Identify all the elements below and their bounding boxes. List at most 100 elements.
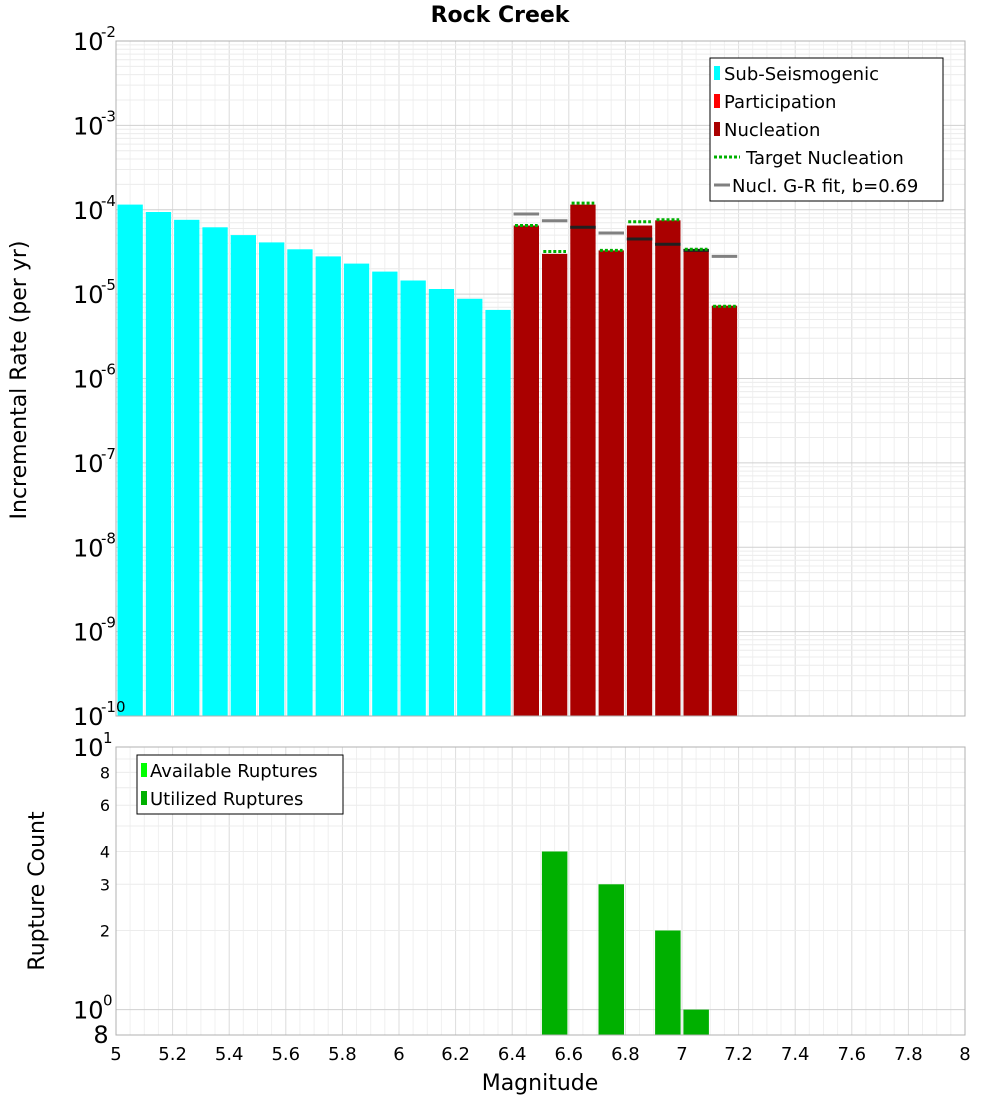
tick-base: 10 — [73, 997, 104, 1025]
tick-exponent: -9 — [101, 614, 116, 632]
tick-exponent: -4 — [101, 192, 116, 210]
legend-item-available-ruptures: Available Ruptures — [141, 761, 318, 782]
x-tick-label: 5.6 — [271, 1044, 300, 1065]
tick-exponent: 0 — [103, 992, 113, 1010]
x-tick-label: 5 — [110, 1044, 121, 1065]
top-y-tick-label: 10-4 — [73, 192, 116, 225]
nucleation-bar — [542, 253, 568, 716]
x-tick-label: 5.8 — [328, 1044, 357, 1065]
legend-item-gr-fit: Nucl. G-R fit, b=0.69 — [714, 176, 918, 197]
legend-item-utilized-ruptures: Utilized Ruptures — [141, 789, 303, 810]
legend-label-available-ruptures: Available Ruptures — [150, 761, 318, 782]
top-y-ticks: 10-210-310-410-510-610-710-810-910-10 — [73, 23, 126, 731]
sub-seismogenic-bar — [428, 289, 455, 716]
bottom-y-axis-title: Rupture Count — [25, 811, 50, 971]
tick-base: 10 — [73, 703, 104, 731]
tick-exponent: -3 — [101, 107, 116, 125]
bottom-legend: Available Ruptures Utilized Ruptures — [136, 754, 344, 815]
legend-swatch-participation — [714, 94, 720, 108]
x-tick-label: 8 — [959, 1044, 970, 1065]
tick-base: 10 — [73, 197, 104, 225]
x-tick-label: 7.8 — [894, 1044, 923, 1065]
tick-base: 10 — [73, 450, 104, 478]
x-tick-label: 6.8 — [611, 1044, 640, 1065]
sub-seismogenic-bar — [287, 249, 313, 717]
top-y-tick-label: 10-3 — [73, 107, 116, 140]
legend-label-participation: Participation — [724, 92, 836, 113]
tick-base: 10 — [73, 28, 104, 56]
x-tick-label: 5.4 — [215, 1044, 244, 1065]
tick-base: 10 — [73, 734, 104, 762]
bottom-y-tick-label: 10 1 — [73, 729, 113, 762]
bottom-bars — [541, 851, 709, 1035]
bottom-y-minor-tick-label: 8 — [100, 763, 110, 782]
legend-label-utilized-ruptures: Utilized Ruptures — [150, 789, 303, 810]
top-y-tick-label: 10-10 — [73, 698, 126, 731]
utilized-ruptures-bar — [541, 851, 568, 1035]
x-axis-title: Magnitude — [482, 1071, 599, 1096]
bottom-y-minor-tick-label: 4 — [100, 843, 110, 862]
legend-swatch-sub-seismogenic — [714, 66, 720, 80]
top-lines — [513, 201, 738, 308]
x-tick-label: 7.6 — [837, 1044, 866, 1065]
utilized-ruptures-bar — [683, 1009, 709, 1035]
legend-swatch-nucleation — [714, 122, 720, 136]
legend-item-nucleation: Nucleation — [714, 120, 820, 141]
x-tick-label: 7.4 — [781, 1044, 810, 1065]
tick-exponent: -8 — [101, 529, 116, 547]
sub-seismogenic-bar — [117, 204, 143, 716]
sub-seismogenic-bar — [485, 309, 511, 716]
tick-exponent: -6 — [101, 361, 116, 379]
tick-exponent: -5 — [101, 276, 116, 294]
sub-seismogenic-bar — [343, 263, 370, 716]
utilized-ruptures-bar — [655, 930, 681, 1035]
x-ticks: 5 5.2 5.4 5.6 5.8 6 6.2 6.4 6.6 6.8 7 7.2 7.4 7.6 7.8 8 — [110, 1044, 970, 1065]
legend-item-sub-seismogenic: Sub-Seismogenic — [714, 64, 879, 85]
bottom-plot-frame — [115, 746, 966, 1036]
top-legend: Sub-Seismogenic Participation Nucleation… — [709, 57, 944, 202]
top-y-tick-label: 10-9 — [73, 614, 116, 647]
x-tick-label: 6.4 — [498, 1044, 527, 1065]
tick-base: 10 — [73, 534, 104, 562]
legend-label-nucleation: Nucleation — [724, 120, 820, 141]
legend-item-target-nucleation: Target Nucleation — [714, 148, 904, 169]
sub-seismogenic-bar — [259, 242, 285, 716]
utilized-ruptures-bar — [598, 884, 624, 1035]
bottom-y-minor-tick-label: 2 — [100, 922, 110, 941]
legend-label-gr-fit: Nucl. G-R fit, b=0.69 — [732, 176, 918, 197]
sub-seismogenic-bar — [202, 227, 228, 717]
top-y-tick-label: 10-8 — [73, 529, 116, 562]
nucleation-bar — [570, 204, 596, 716]
sub-seismogenic-bar — [400, 280, 426, 716]
top-plot-frame — [115, 40, 966, 717]
x-tick-label: 6.6 — [554, 1044, 583, 1065]
top-y-tick-label: 10-6 — [73, 361, 116, 394]
nucleation-bar — [711, 305, 738, 716]
top-panel: 10-210-310-410-510-610-710-810-910-10 In… — [7, 23, 966, 731]
tick-exponent: 1 — [103, 729, 113, 747]
top-y-tick-label: 10-2 — [73, 23, 116, 56]
tick-base: 10 — [73, 619, 104, 647]
x-tick-label: 6.2 — [441, 1044, 470, 1065]
bottom-y-minor-tick-label: 3 — [100, 875, 110, 894]
nucleation-bar — [655, 220, 681, 717]
tick-base: 10 — [73, 112, 104, 140]
legend-label-sub-seismogenic: Sub-Seismogenic — [724, 64, 879, 85]
tick-exponent: -2 — [101, 23, 116, 41]
legend-swatch-utilized-ruptures — [141, 791, 147, 805]
nucleation-bar — [683, 250, 709, 716]
sub-seismogenic-bar — [372, 271, 398, 716]
x-tick-label: 6 — [393, 1044, 404, 1065]
sub-seismogenic-bar — [174, 219, 200, 717]
bottom-y-minor-tick-label: 6 — [100, 796, 110, 815]
chart-title: Rock Creek — [431, 3, 571, 28]
top-bars — [117, 204, 738, 717]
top-y-tick-label: 10-5 — [73, 276, 116, 309]
top-y-tick-label: 10-7 — [73, 445, 116, 478]
tick-exponent: -10 — [101, 698, 126, 716]
bottom-y-tick-label: 10 0 — [73, 992, 113, 1025]
nucleation-bar — [626, 225, 653, 716]
tick-base: 10 — [73, 281, 104, 309]
